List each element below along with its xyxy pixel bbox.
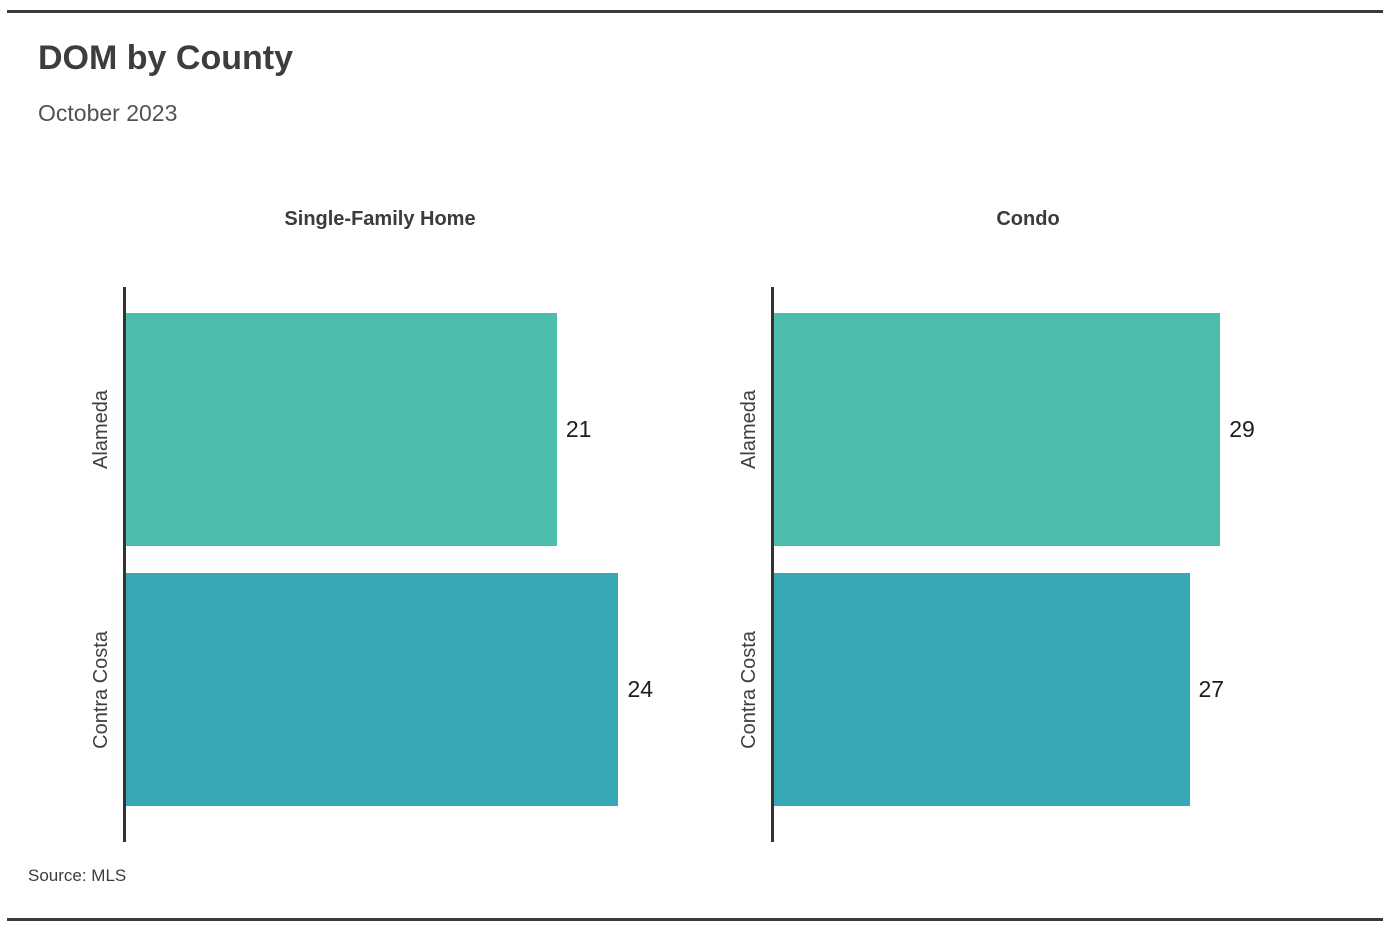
category-label-contra-costa: Contra Costa <box>90 630 112 749</box>
y-axis-line <box>123 287 126 842</box>
chart-column: Single-Family Home Alameda Contra Costa 2… <box>80 207 680 842</box>
report-header: DOM by County October 2023 <box>38 39 293 127</box>
page-title: DOM by County <box>38 39 293 77</box>
bar-value-label: 24 <box>627 676 654 702</box>
chart-title: Condo <box>996 208 1060 230</box>
source-note: Source: MLS <box>28 866 127 885</box>
bar-value-label: 29 <box>1229 416 1255 442</box>
chart-title: Single-Family Home <box>284 208 476 230</box>
category-labels: Alameda Contra Costa <box>80 287 123 842</box>
chart-plot: 29 27 <box>774 287 1328 842</box>
chart-body: Alameda Contra Costa 21 24 <box>80 287 680 842</box>
top-rule <box>7 10 1383 13</box>
charts-row: Single-Family Home Alameda Contra Costa 2… <box>80 207 1328 842</box>
bar-contra-costa <box>126 573 619 806</box>
bar-alameda <box>126 313 557 546</box>
bar-value-label: 21 <box>565 416 592 442</box>
category-labels: Alameda Contra Costa <box>728 287 771 842</box>
bottom-rule <box>7 918 1383 921</box>
category-label-cell: Alameda <box>80 313 123 546</box>
category-label-cell: Contra Costa <box>728 573 771 806</box>
bar-row: 21 <box>126 313 680 546</box>
chart-column: Condo Alameda Contra Costa 29 27 <box>728 207 1328 842</box>
category-label-contra-costa: Contra Costa <box>738 630 760 749</box>
page-subtitle: October 2023 <box>38 100 178 127</box>
y-axis-line <box>771 287 774 842</box>
bar-row: 29 <box>774 313 1328 546</box>
bar-row: 24 <box>126 573 680 806</box>
category-label-cell: Contra Costa <box>80 573 123 806</box>
category-label-alameda: Alameda <box>90 390 112 469</box>
bar-contra-costa <box>774 573 1190 806</box>
chart-body: Alameda Contra Costa 29 27 <box>728 287 1328 842</box>
bar-row: 27 <box>774 573 1328 806</box>
bar-alameda <box>774 313 1221 546</box>
chart-plot: 21 24 <box>126 287 680 842</box>
bar-value-label: 27 <box>1198 676 1225 702</box>
category-label-cell: Alameda <box>728 313 771 546</box>
category-label-alameda: Alameda <box>738 390 760 469</box>
